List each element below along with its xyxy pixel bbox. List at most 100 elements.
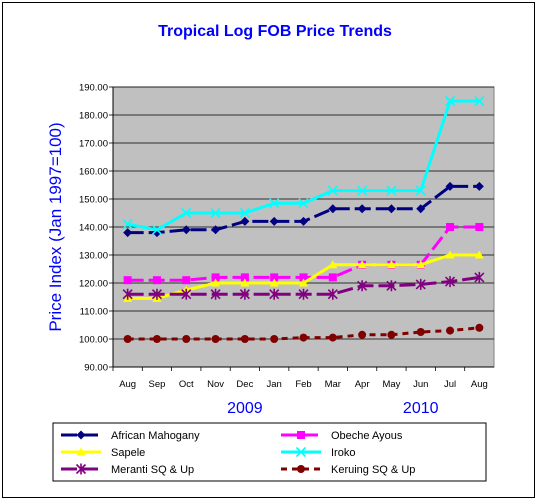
- data-point: [357, 260, 367, 269]
- data-point: [446, 326, 455, 335]
- data-point: [152, 335, 161, 343]
- data-point: [269, 288, 280, 300]
- chart-title: Tropical Log FOB Price Trends: [158, 23, 392, 40]
- data-point: [357, 204, 367, 214]
- x-tick-label: Dec: [236, 379, 253, 390]
- legend-label: Sapele: [111, 447, 145, 459]
- data-point: [211, 273, 220, 282]
- legend-label: Iroko: [331, 447, 355, 459]
- data-point: [181, 288, 192, 300]
- data-point: [239, 207, 250, 219]
- x-tick-label: Apr: [355, 379, 370, 390]
- data-point: [474, 250, 484, 259]
- data-point: [123, 335, 132, 343]
- data-point: [416, 328, 425, 336]
- x-tick-label: Nov: [207, 379, 224, 390]
- legend-item: Meranti SQ & Up: [61, 463, 194, 476]
- legend-label: Keruing SQ & Up: [331, 464, 415, 476]
- data-point: [122, 288, 133, 300]
- data-point: [474, 95, 485, 107]
- data-point: [327, 185, 338, 196]
- data-point: [181, 225, 191, 235]
- legend-box: [52, 422, 487, 482]
- data-point: [269, 278, 279, 287]
- data-point: [299, 216, 308, 226]
- legend-marker: [76, 430, 86, 440]
- data-point: [474, 271, 485, 283]
- data-point: [123, 228, 133, 238]
- series-african-mahogany: [123, 181, 484, 238]
- legend-marker: [297, 465, 305, 473]
- data-point: [358, 330, 367, 339]
- legend-item: Keruing SQ & Up: [281, 464, 415, 476]
- x-tick-label: May: [382, 379, 400, 390]
- y-tick-label: 170.00: [79, 139, 108, 150]
- legend-item: Obeche Ayous: [281, 430, 403, 442]
- data-point: [386, 260, 396, 269]
- data-point: [299, 273, 308, 282]
- data-point: [211, 278, 221, 287]
- data-point: [386, 204, 396, 214]
- data-point: [151, 224, 163, 235]
- data-point: [444, 276, 456, 288]
- data-point: [240, 216, 250, 226]
- plot-area: 90.00 100.00 110.00 120.00 130.00 140.00 150.0…: [46, 83, 495, 417]
- data-point: [123, 276, 132, 285]
- legend-marker: [76, 447, 86, 456]
- legend-item: Iroko: [281, 446, 355, 459]
- x-tick-label: Oct: [179, 379, 194, 390]
- data-point: [416, 204, 426, 214]
- data-point: [299, 333, 308, 342]
- x-tick-label: Feb: [295, 379, 311, 390]
- data-point: [152, 276, 161, 285]
- series-keruing-sq-up: [123, 323, 484, 343]
- data-point: [357, 185, 368, 196]
- data-point: [444, 95, 456, 107]
- series-iroko: [122, 95, 485, 235]
- data-point: [269, 216, 279, 226]
- data-point: [181, 207, 192, 219]
- data-point: [386, 280, 397, 292]
- data-point: [240, 278, 250, 287]
- data-point: [445, 250, 455, 259]
- data-point: [182, 276, 191, 285]
- y-tick-label: 130.00: [79, 251, 108, 262]
- data-point: [415, 278, 426, 290]
- legend-label: African Mahogany: [111, 430, 200, 442]
- data-point: [328, 204, 338, 214]
- data-point: [182, 335, 191, 343]
- data-point: [239, 288, 250, 300]
- y-tick-label: 150.00: [79, 195, 108, 206]
- legend-item: African Mahogany: [61, 430, 200, 442]
- y-tick-label: 110.00: [80, 307, 108, 318]
- data-point: [475, 223, 484, 231]
- chart-frame: Tropical Log FOB Price Trends 90.00 100.0…: [2, 2, 535, 498]
- y-tick-label: 100.00: [79, 335, 108, 346]
- data-point: [211, 335, 220, 343]
- data-point: [386, 185, 397, 196]
- data-point: [328, 333, 337, 342]
- year-label: 2010: [403, 400, 439, 417]
- data-point: [240, 335, 249, 343]
- y-tick-label: 140.00: [79, 223, 108, 234]
- legend-label: Meranti SQ & Up: [111, 464, 194, 476]
- legend-marker: [297, 431, 305, 439]
- legend-marker: [75, 463, 87, 475]
- data-point: [269, 198, 280, 209]
- data-point: [415, 185, 426, 196]
- data-point: [299, 278, 308, 287]
- y-axis-title: Price Index (Jan 1997=100): [46, 122, 65, 331]
- data-point: [328, 273, 337, 282]
- data-point: [270, 273, 279, 282]
- data-point: [475, 323, 484, 332]
- data-point: [357, 280, 368, 292]
- x-tick-label: Jul: [444, 379, 456, 390]
- y-tick-label: 90.00: [84, 363, 108, 374]
- data-point: [211, 225, 221, 235]
- data-point: [446, 223, 455, 231]
- data-point: [387, 330, 396, 339]
- data-point: [327, 288, 338, 300]
- x-tick-label: Jun: [413, 379, 428, 390]
- data-point: [445, 181, 455, 191]
- legend-item: Sapele: [61, 447, 145, 459]
